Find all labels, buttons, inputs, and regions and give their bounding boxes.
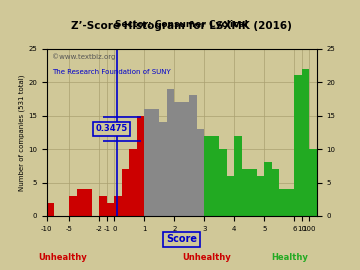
Bar: [122, 169, 129, 216]
Text: Sector: Consumer Cyclical: Sector: Consumer Cyclical: [116, 19, 248, 29]
Bar: [212, 136, 219, 216]
Bar: [69, 196, 77, 216]
Bar: [152, 109, 159, 216]
Bar: [144, 109, 152, 216]
Text: 0.3475: 0.3475: [95, 124, 127, 133]
Bar: [219, 149, 227, 216]
Text: Unhealthy: Unhealthy: [39, 253, 87, 262]
Title: Z’-Score Histogram for LSXMK (2016): Z’-Score Histogram for LSXMK (2016): [71, 21, 292, 31]
Bar: [137, 116, 144, 216]
Bar: [197, 129, 204, 216]
Bar: [114, 196, 122, 216]
Bar: [167, 89, 174, 216]
Text: ©www.textbiz.org: ©www.textbiz.org: [52, 54, 116, 60]
Bar: [129, 149, 137, 216]
Bar: [204, 136, 212, 216]
Bar: [159, 122, 167, 216]
Bar: [249, 169, 257, 216]
Text: Unhealthy: Unhealthy: [182, 253, 230, 262]
Bar: [174, 102, 182, 216]
Bar: [84, 189, 92, 216]
Bar: [47, 202, 54, 216]
Bar: [182, 102, 189, 216]
Bar: [309, 149, 317, 216]
X-axis label: Score: Score: [166, 235, 197, 245]
Bar: [189, 96, 197, 216]
Bar: [99, 196, 107, 216]
Bar: [287, 189, 294, 216]
Bar: [234, 136, 242, 216]
Bar: [227, 176, 234, 216]
Text: Healthy: Healthy: [271, 253, 308, 262]
Bar: [242, 169, 249, 216]
Bar: [77, 189, 84, 216]
Bar: [107, 202, 114, 216]
Bar: [294, 75, 302, 216]
Bar: [264, 163, 272, 216]
Bar: [257, 176, 264, 216]
Bar: [272, 169, 279, 216]
Bar: [279, 189, 287, 216]
Bar: [302, 69, 309, 216]
Text: The Research Foundation of SUNY: The Research Foundation of SUNY: [52, 69, 171, 75]
Y-axis label: Number of companies (531 total): Number of companies (531 total): [19, 74, 25, 191]
